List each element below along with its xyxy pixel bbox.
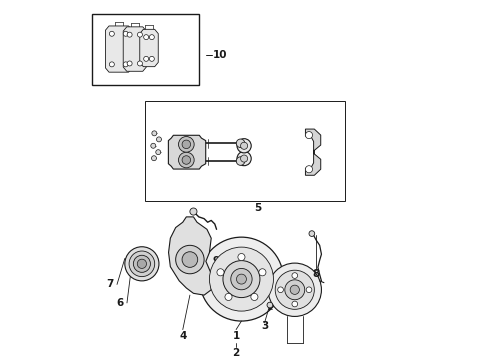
Circle shape [151,143,156,148]
Circle shape [137,259,147,269]
Circle shape [305,166,313,173]
Circle shape [133,255,150,273]
Polygon shape [123,27,147,71]
Circle shape [144,35,148,40]
Circle shape [225,293,232,301]
Circle shape [178,136,194,152]
Bar [92,14,199,85]
Circle shape [151,156,156,161]
Text: 6: 6 [116,298,123,308]
Circle shape [267,302,273,308]
Circle shape [237,274,246,284]
Circle shape [149,35,154,40]
Circle shape [259,269,266,276]
Circle shape [237,139,251,153]
Circle shape [231,269,252,290]
Circle shape [292,301,297,307]
Circle shape [290,285,299,294]
Circle shape [182,140,191,149]
Circle shape [309,231,315,237]
Circle shape [176,245,204,274]
Circle shape [285,280,305,300]
Circle shape [209,247,273,311]
Circle shape [127,61,132,66]
Circle shape [123,31,128,36]
Circle shape [275,270,314,309]
Circle shape [123,62,128,67]
Circle shape [238,253,245,261]
Circle shape [190,208,197,215]
Circle shape [149,57,154,61]
Circle shape [182,156,191,164]
Circle shape [217,269,224,276]
Text: 10: 10 [213,50,227,60]
Circle shape [292,273,297,278]
Circle shape [109,62,114,67]
Circle shape [268,263,321,316]
Bar [146,101,344,201]
Polygon shape [305,129,321,175]
Circle shape [236,139,245,148]
Circle shape [178,152,194,168]
Circle shape [306,287,312,293]
Circle shape [182,252,197,267]
Text: 3: 3 [261,321,268,332]
Text: 4: 4 [179,331,187,341]
Circle shape [127,32,132,37]
Text: 9: 9 [212,256,220,266]
Circle shape [109,31,114,36]
Circle shape [152,131,157,136]
Text: 2: 2 [232,348,240,359]
Circle shape [241,142,247,149]
Text: 1: 1 [232,331,240,341]
Polygon shape [169,135,206,169]
Circle shape [305,131,313,139]
Circle shape [237,152,251,166]
Circle shape [138,61,143,66]
Circle shape [223,261,260,298]
Circle shape [199,237,283,321]
Circle shape [129,251,155,276]
Text: 7: 7 [106,279,114,289]
Polygon shape [140,29,158,67]
Polygon shape [169,217,211,295]
Text: 5: 5 [254,203,261,213]
Circle shape [156,150,161,155]
Circle shape [125,247,159,281]
Text: 8: 8 [313,269,320,279]
Circle shape [236,157,245,165]
Circle shape [251,293,258,301]
Circle shape [144,57,148,61]
Circle shape [241,155,247,162]
Circle shape [156,137,161,142]
Polygon shape [105,26,132,72]
Circle shape [138,32,143,37]
Circle shape [278,287,283,293]
